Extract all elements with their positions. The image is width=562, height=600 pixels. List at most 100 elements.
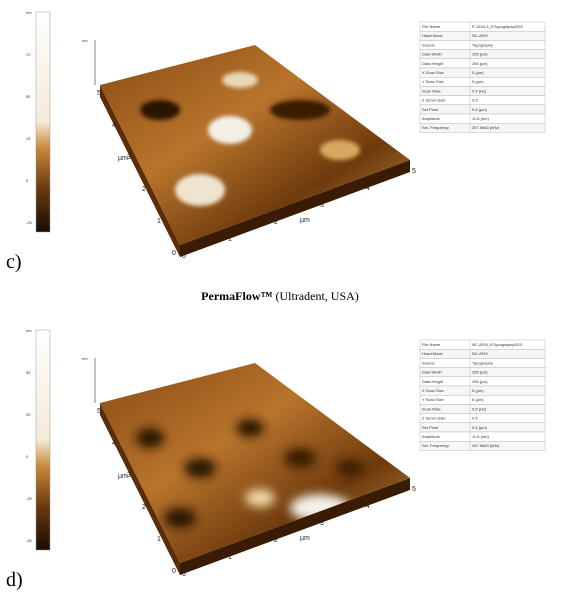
- table-cell: Set Point: [422, 107, 439, 112]
- x-tick-label: 4: [366, 503, 370, 510]
- y-unit: µm: [118, 155, 128, 162]
- y-tick-label: 5: [97, 90, 101, 97]
- colorbar-tick: 0: [26, 454, 29, 459]
- table-cell: 5 (µm): [472, 388, 484, 393]
- y-tick-label: 2: [142, 186, 146, 193]
- table-cell: P-1534-3_0/Topography/003: [472, 24, 523, 29]
- table-cell: 0.6 (µm): [472, 425, 488, 430]
- x-unit: µm: [300, 217, 310, 224]
- surface-feature: [222, 72, 258, 88]
- x-tick-label: 1: [228, 236, 232, 243]
- table-cell: 0.6 (µm): [472, 107, 488, 112]
- colorbar-tick: 70: [26, 52, 31, 57]
- table-cell: 256 (pxl): [472, 379, 488, 384]
- x-tick-label: 0: [182, 571, 186, 578]
- table-cell: 256 (pxl): [472, 61, 488, 66]
- colorbar-tick: nm: [26, 328, 32, 333]
- table-cell: File Name: [422, 342, 441, 347]
- x-tick-label: 2: [274, 537, 278, 544]
- table-cell: Topography: [472, 42, 493, 47]
- z-unit: nm: [82, 356, 88, 361]
- figure: PermaFlow™ (Ultradent, USA) nm7050250-25…: [0, 0, 562, 600]
- table-cell: 267.5683 (kHz): [472, 443, 500, 448]
- table-cell: Data Width: [422, 52, 442, 57]
- table-cell: Amplitude: [422, 116, 441, 121]
- y-tick-label: 1: [157, 536, 161, 543]
- colorbar-tick: 50: [26, 94, 31, 99]
- x-tick-label: 0: [182, 253, 186, 260]
- surface-feature: [140, 100, 180, 120]
- table-cell: 0.5 (Hz): [472, 88, 487, 93]
- table-cell: Scan Rate: [422, 406, 441, 411]
- table-cell: Sel. Frequency: [422, 125, 449, 130]
- surface-feature: [270, 100, 330, 120]
- table-cell: Set Point: [422, 425, 439, 430]
- x-tick-label: 5: [412, 486, 416, 493]
- table-cell: NC-AFM: [472, 33, 488, 38]
- table-cell: NC-AFM: [472, 351, 488, 356]
- caption-bold: PermaFlow™: [201, 289, 272, 303]
- surface-feature: [320, 140, 360, 160]
- table-cell: Head Mode: [422, 33, 443, 38]
- colorbar-tick: -50: [26, 538, 33, 543]
- afm-surface: [100, 45, 410, 245]
- afm-surface: [100, 363, 410, 563]
- panel-label: d): [6, 569, 23, 591]
- x-tick-label: 3: [320, 202, 324, 209]
- table-cell: 0.5: [472, 416, 478, 421]
- surface-feature: [175, 174, 225, 206]
- surface-feature: [245, 489, 275, 507]
- y-tick-label: 2: [142, 504, 146, 511]
- table-cell: Sel. Frequency: [422, 443, 449, 448]
- table-cell: 5 (µm): [472, 79, 484, 84]
- table-cell: Data Width: [422, 370, 442, 375]
- y-tick-label: 5: [97, 408, 101, 415]
- table-cell: 267.5683 (kHz): [472, 125, 500, 130]
- x-tick-label: 4: [366, 185, 370, 192]
- surface-feature: [236, 419, 264, 437]
- table-cell: X Scan Size: [422, 388, 445, 393]
- figure-canvas: PermaFlow™ (Ultradent, USA) nm7050250-25…: [0, 0, 562, 600]
- y-tick-label: 1: [157, 218, 161, 225]
- colorbar-tick: -25: [26, 220, 33, 225]
- surface-feature: [184, 458, 216, 478]
- y-unit: µm: [118, 473, 128, 480]
- colorbar: [36, 12, 50, 232]
- table-cell: Data Height: [422, 61, 444, 66]
- table-cell: Scan Rate: [422, 88, 441, 93]
- panel-label: c): [6, 251, 22, 273]
- surface-feature: [164, 508, 196, 528]
- table-cell: 0.5: [472, 98, 478, 103]
- table-cell: File Name: [422, 24, 441, 29]
- y-tick-label: 0: [172, 250, 176, 257]
- y-tick-label: 0: [172, 568, 176, 575]
- caption-rest: (Ultradent, USA): [275, 289, 358, 303]
- table-cell: X Scan Size: [422, 70, 445, 75]
- table-cell: 11.8 (nm): [472, 434, 489, 439]
- colorbar-tick: nm: [26, 10, 32, 15]
- table-cell: Z Servo Gain: [422, 98, 446, 103]
- table-cell: 256 (pxl): [472, 370, 488, 375]
- colorbar-tick: -25: [26, 496, 33, 501]
- table-cell: 5 (µm): [472, 397, 484, 402]
- table-cell: Data Height: [422, 379, 444, 384]
- colorbar-tick: 25: [26, 412, 31, 417]
- table-cell: Y Scan Size: [422, 79, 444, 84]
- table-cell: 0.5 (Hz): [472, 406, 487, 411]
- surface-feature: [336, 460, 364, 476]
- table-cell: Y Scan Size: [422, 397, 444, 402]
- table-cell: 11.8 (nm): [472, 116, 489, 121]
- colorbar-tick: 25: [26, 136, 31, 141]
- table-cell: Source: [422, 42, 435, 47]
- colorbar-tick: 50: [26, 370, 31, 375]
- z-unit: nm: [82, 38, 88, 43]
- x-tick-label: 2: [274, 219, 278, 226]
- surface-feature: [208, 116, 252, 144]
- colorbar: [36, 330, 50, 550]
- y-tick-label: 4: [112, 440, 116, 447]
- x-unit: µm: [300, 535, 310, 542]
- surface-feature: [136, 428, 164, 448]
- table-cell: Amplitude: [422, 434, 441, 439]
- table-cell: NC-AFM_0/Topography/003: [472, 342, 523, 347]
